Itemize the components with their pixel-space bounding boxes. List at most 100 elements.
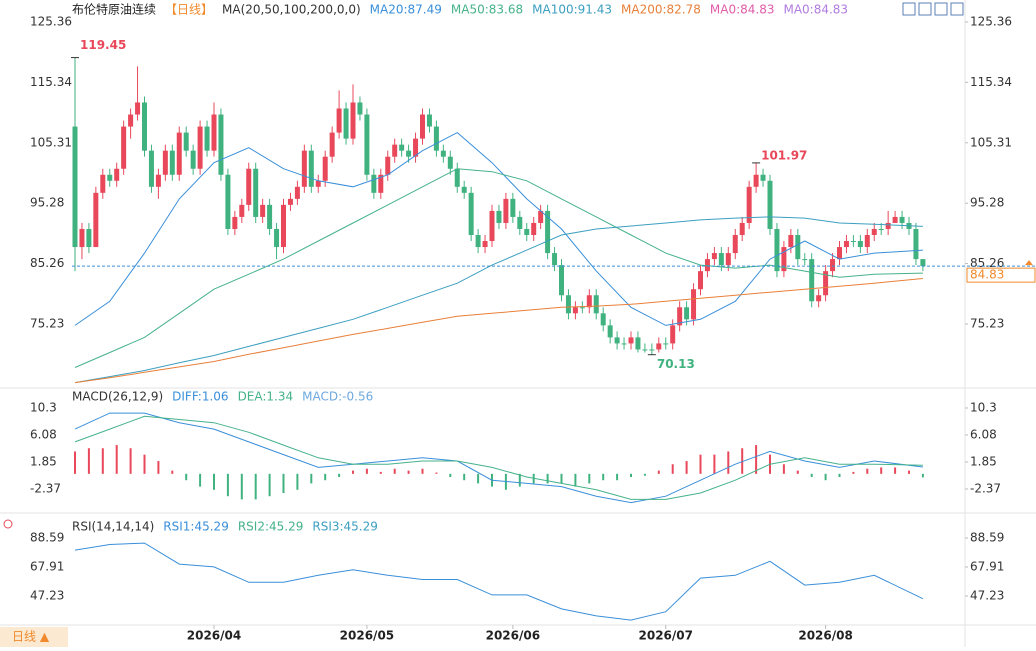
y-tick-label: 47.23 [970,588,1004,602]
candle-body [169,150,175,175]
macd-bar [727,451,730,474]
macd-bar [407,470,410,474]
legend-item: MACD:-0.56 [302,390,373,404]
candle-body [211,114,217,151]
candle-body [885,222,891,229]
candle-body [239,204,245,217]
macd-bar [643,473,646,476]
candle-body [698,271,703,290]
candle-body [788,235,794,248]
y-tick-label: 1.85 [970,454,997,468]
tool-icon[interactable] [902,2,916,16]
candle-body [107,174,113,181]
y-tick-label: 67.91 [970,559,1004,573]
macd-bar [449,473,452,478]
line [74,216,923,384]
line [74,415,923,500]
candle-body [711,253,717,260]
macd-bar [74,451,76,474]
macd-bar [157,461,160,474]
candle-body [482,241,488,248]
macd-bar [213,473,215,490]
candle-body [468,192,474,235]
candle-body [406,150,412,157]
candle-body [614,337,620,344]
y-tick-label: 10.3 [970,400,997,414]
y-tick-label: 125.36 [30,14,72,28]
candle-body [357,102,363,115]
candle-body [746,186,752,223]
candle-body [795,235,801,260]
macd-bar [602,473,605,481]
legend-item: DEA:1.34 [238,390,294,404]
candle-body [329,132,335,157]
candle-body [392,144,398,157]
legend-item: MA100:91.43 [532,3,612,17]
legend-item: MA0:84.83 [783,3,848,17]
candle-body [204,126,210,151]
macd-bar [352,470,354,474]
candle-body [850,241,856,243]
candle-body [691,289,697,320]
candle-body [190,150,196,169]
candle-body [830,259,836,272]
y-tick-label: 95.28 [30,196,64,210]
macd-bar [588,473,591,484]
candle-body [670,325,676,344]
candle-body [920,259,926,267]
extreme-label: 70.13 [657,357,695,371]
candle-body [322,156,328,181]
legend-item: RSI3:45.29 [312,520,378,534]
candle-body [545,210,551,254]
period-button-label[interactable]: 日线 ▲ [12,630,50,644]
candle-body [781,247,787,272]
candle-body [871,228,877,235]
candle-body [913,228,919,260]
candle-body [308,150,314,187]
macd-bar [463,473,466,481]
candle-body [510,198,516,217]
macd-bar [143,454,146,474]
candle-body [739,222,745,235]
macd-bar [810,473,813,478]
y-tick-label: 10.3 [30,400,57,414]
candle-body [218,114,224,175]
toolbar[interactable] [902,2,964,16]
y-tick-label: 75.23 [970,316,1004,330]
candle-body [899,216,905,223]
period-button[interactable] [0,627,68,647]
candle-body [593,295,599,314]
legend-title: MA(20,50,100,200,0,0) [222,3,361,17]
candle-body [857,241,863,248]
candle-body [336,108,342,133]
y-tick-label: 6.08 [970,427,997,441]
candle-body [447,156,453,169]
tool-icon[interactable] [934,2,948,16]
candle-body [843,241,849,248]
legend-item: MA20:87.49 [370,3,442,17]
y-tick-label: 105.31 [970,135,1012,149]
macd-bar [101,448,104,474]
candle-body [704,259,710,272]
candle-body [343,108,349,139]
last-price-marker [1025,260,1033,266]
settings-icon[interactable] [3,519,13,529]
candle-body [315,180,321,187]
macd-bar [199,473,202,487]
macd-bar [796,470,799,474]
y-tick-label: -2.37 [970,481,1001,495]
candle-body [176,132,182,175]
macd-bar [518,473,521,487]
y-tick-label: 88.59 [970,531,1004,545]
tool-icon[interactable] [950,2,964,16]
candle-body [399,144,405,151]
candle-body [267,204,273,229]
macd-bar [365,468,368,474]
candle-body [767,180,773,229]
tool-icon[interactable] [918,2,932,16]
macd-bar [115,445,118,474]
x-tick-label: 2026/07 [639,629,693,643]
candle-body [148,150,154,187]
